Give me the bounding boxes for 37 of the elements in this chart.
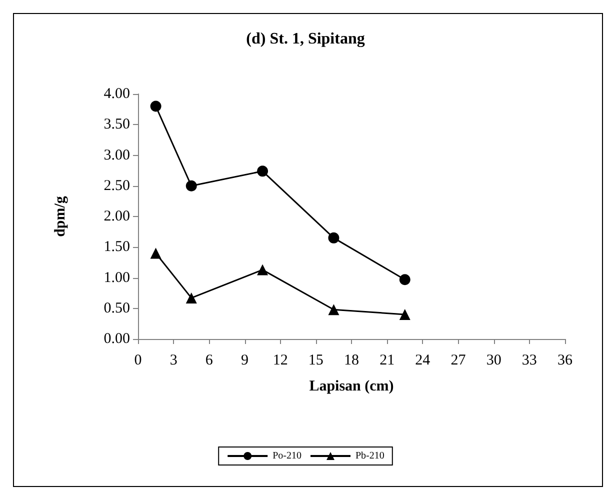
- y-tick-label: 0.50: [104, 300, 130, 316]
- y-axis-title: dpm/g: [52, 196, 68, 237]
- x-tick-label: 3: [170, 352, 178, 368]
- x-tick-label: 0: [134, 352, 142, 368]
- point: [150, 248, 162, 259]
- y-tick-label: 0.00: [104, 331, 130, 347]
- x-tick-label: 30: [486, 352, 502, 368]
- x-tick-label: 36: [558, 352, 573, 368]
- chart-title: (d) St. 1, Sipitang: [246, 30, 365, 48]
- y-tick-label: 1.50: [104, 239, 130, 256]
- point: [328, 232, 340, 244]
- y-tick-label: 2.50: [104, 178, 130, 194]
- x-tick-label: 6: [205, 352, 214, 368]
- x-tick-label: 12: [272, 352, 288, 368]
- x-tick-label: 15: [308, 352, 324, 368]
- y-tick-label: 2.00: [104, 208, 130, 224]
- x-tick-label: 18: [344, 352, 359, 368]
- x-tick-label: 27: [450, 352, 466, 368]
- x-tick-label: 9: [241, 352, 248, 368]
- legend-label: Po-210: [272, 450, 302, 462]
- x-axis-title: Lapisan (cm): [309, 378, 394, 394]
- point: [399, 274, 410, 286]
- point: [328, 304, 340, 316]
- x-tick-label: 21: [380, 352, 395, 368]
- y-tick-label: 4.00: [104, 86, 130, 102]
- point: [186, 292, 197, 304]
- point: [257, 166, 268, 177]
- point: [186, 180, 197, 192]
- point: [150, 100, 162, 112]
- x-tick-label: 33: [522, 352, 537, 368]
- point: [399, 309, 410, 320]
- y-tick-label: 3.50: [104, 116, 130, 133]
- legend-label: Pb-210: [356, 450, 384, 462]
- point: [257, 264, 268, 276]
- y-tick-label: 1.00: [104, 270, 130, 286]
- x-tick-label: 24: [415, 352, 431, 368]
- y-tick-label: 3.00: [104, 147, 130, 164]
